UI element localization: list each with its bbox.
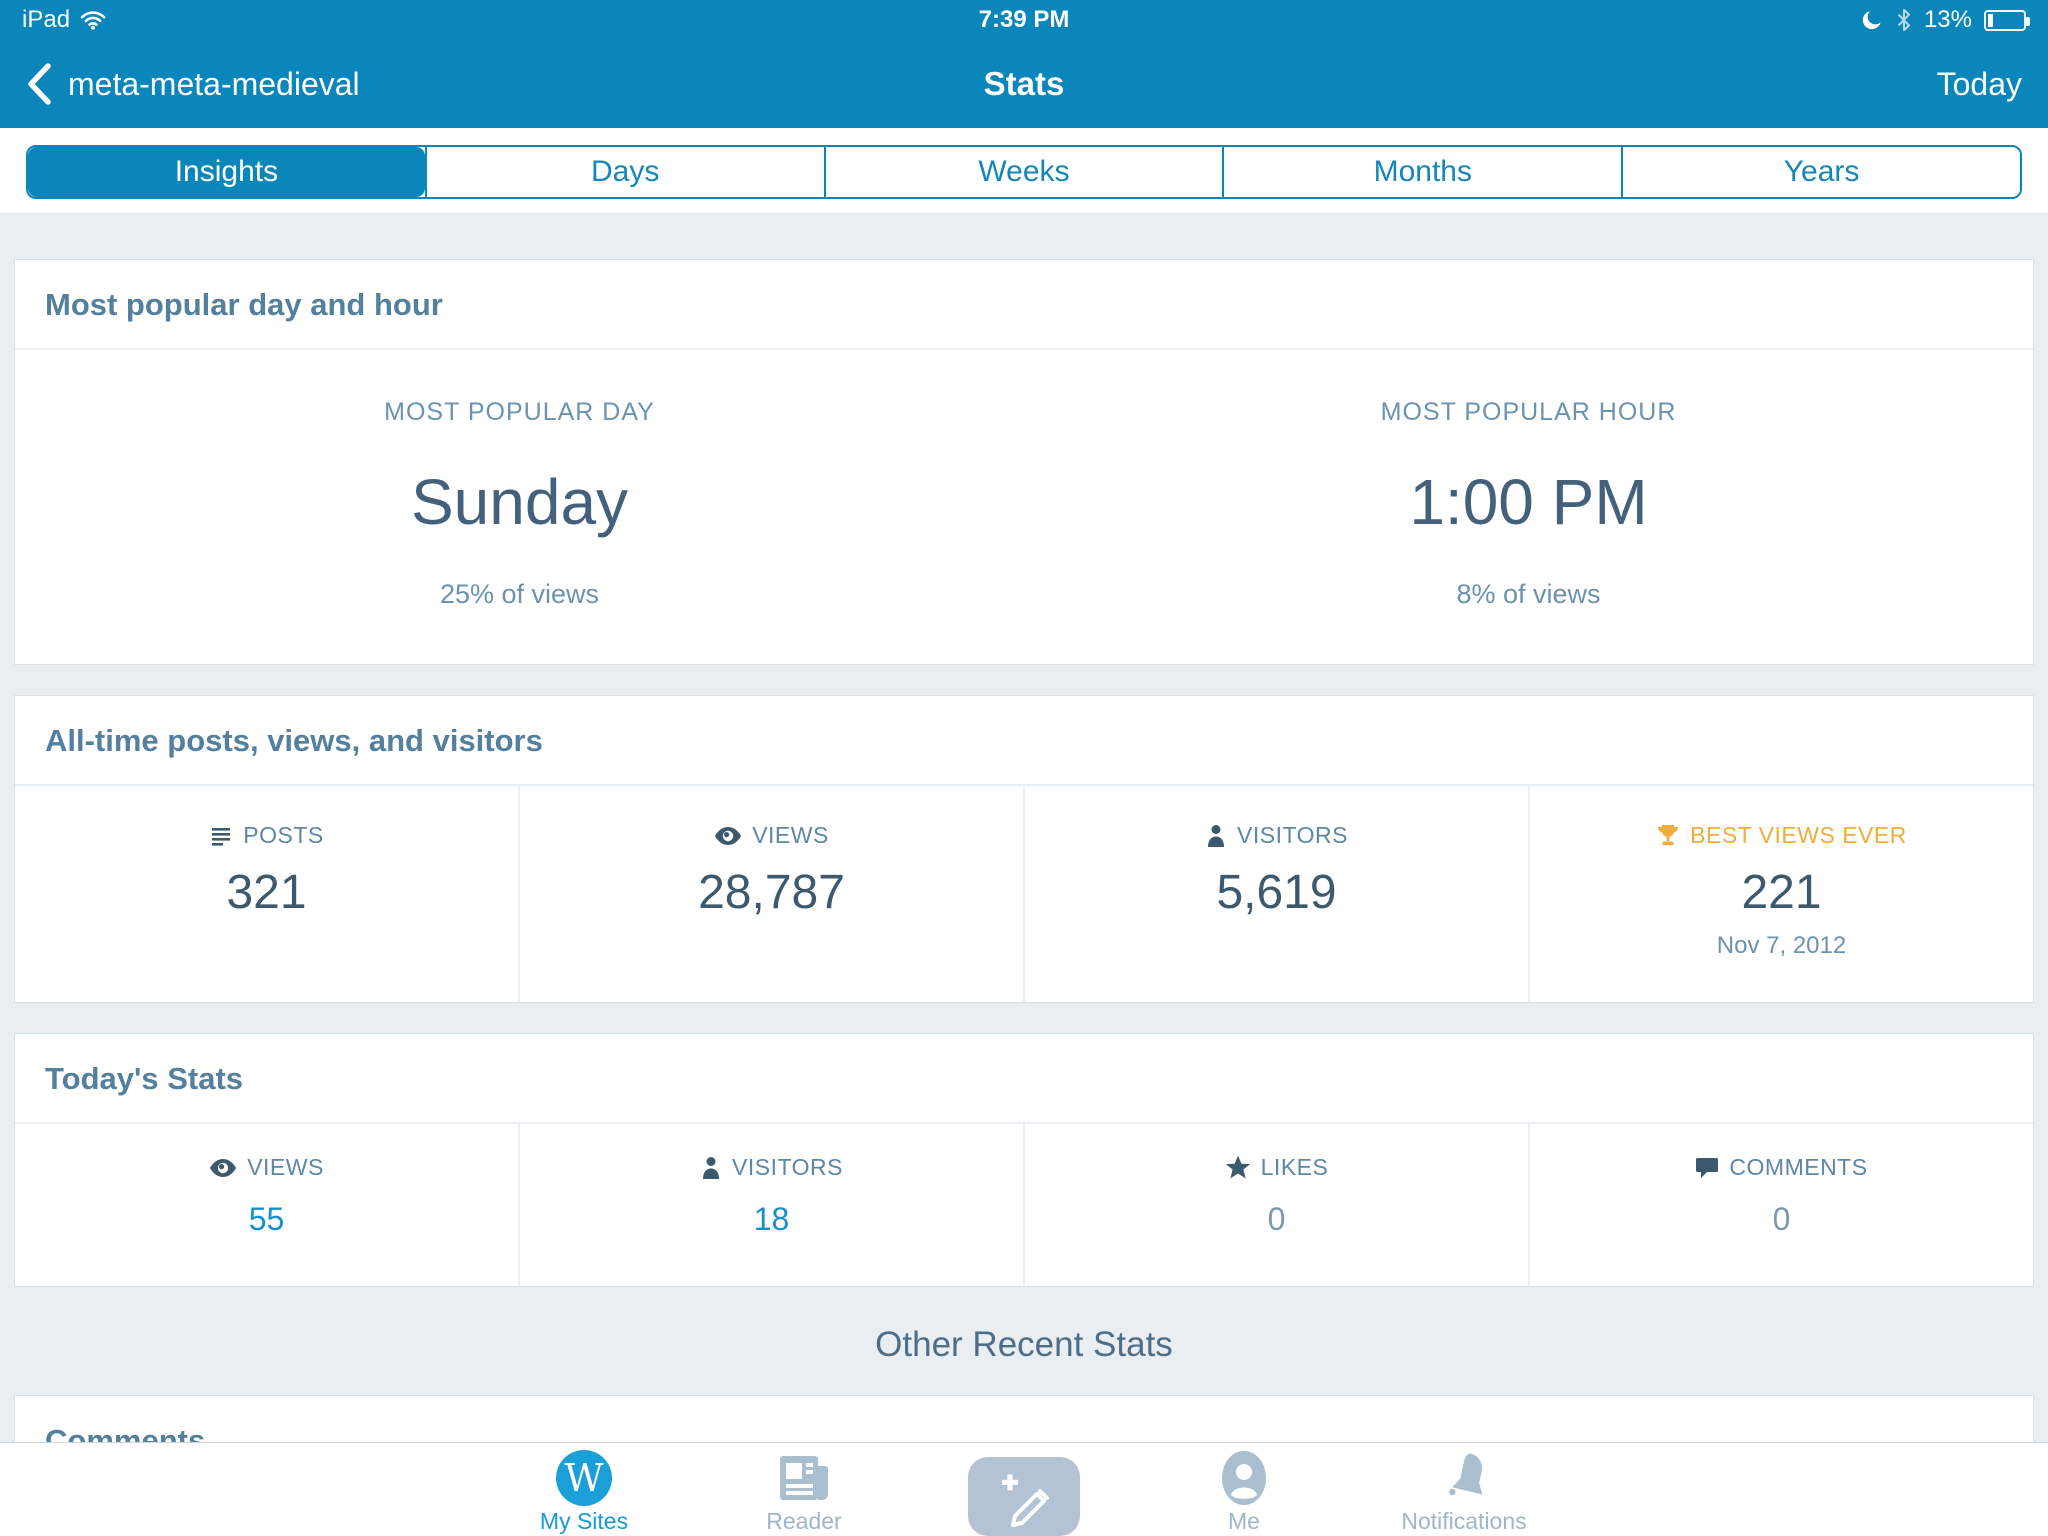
- tab-new-post[interactable]: [914, 1443, 1134, 1536]
- visitor-icon: [700, 1156, 722, 1180]
- card-title: Today's Stats: [15, 1034, 2033, 1124]
- best-views-ever-stat: BEST VIEWS EVER 221 Nov 7, 2012: [1528, 786, 2033, 1002]
- tab-label: Notifications: [1401, 1508, 1527, 1534]
- new-post-button[interactable]: [968, 1457, 1080, 1536]
- today-visitors-stat: VISITORS 18: [518, 1124, 1023, 1286]
- site-name-label: meta-meta-medieval: [68, 65, 360, 102]
- stat-label: BEST VIEWS EVER: [1690, 822, 1907, 848]
- posts-stat: POSTS 321: [15, 786, 518, 1002]
- tab-weeks[interactable]: Weeks: [823, 147, 1223, 197]
- other-recent-stats-heading: Other Recent Stats: [875, 1325, 1173, 1364]
- new-post-icon: [994, 1467, 1054, 1527]
- stat-label: VIEWS: [247, 1154, 324, 1180]
- stat-value[interactable]: 55: [248, 1201, 285, 1237]
- posts-icon: [209, 824, 233, 848]
- all-time-card: All-time posts, views, and visitors POST…: [14, 695, 2034, 1003]
- comment-icon: [1695, 1156, 1719, 1180]
- tab-label: Me: [1228, 1508, 1260, 1534]
- most-popular-day: MOST POPULAR DAY Sunday 25% of views: [15, 398, 1024, 610]
- stat-subtext: 8% of views: [1456, 579, 1601, 609]
- stat-label: VISITORS: [732, 1154, 843, 1180]
- back-chevron-icon: [26, 63, 52, 105]
- today-likes-stat: LIKES 0: [1023, 1124, 1528, 1286]
- stat-subtext: Nov 7, 2012: [1716, 932, 1847, 959]
- nav-bar: meta-meta-medieval Stats Today: [0, 40, 2048, 128]
- tab-reader[interactable]: Reader: [694, 1443, 914, 1536]
- tab-me[interactable]: Me: [1134, 1443, 1354, 1536]
- status-bar: iPad 7:39 PM 13%: [0, 0, 2048, 40]
- trophy-icon: [1656, 824, 1680, 848]
- clock: 7:39 PM: [978, 6, 1070, 33]
- today-button[interactable]: Today: [1936, 65, 2022, 102]
- stat-subtext: 25% of views: [439, 579, 600, 609]
- wordpress-icon: W: [556, 1450, 612, 1506]
- stat-value: 5,619: [1216, 866, 1337, 919]
- stat-value[interactable]: 18: [753, 1201, 790, 1237]
- battery-percent-label: 13%: [1923, 6, 1972, 33]
- carrier-label: iPad: [22, 6, 71, 33]
- views-stat: VIEWS 28,787: [518, 786, 1023, 1002]
- page-title: Stats: [983, 65, 1065, 102]
- stat-label: POSTS: [243, 822, 324, 848]
- star-icon: [1225, 1155, 1251, 1180]
- stat-value: 321: [226, 866, 307, 919]
- stat-value: 1:00 PM: [1409, 466, 1648, 538]
- stat-label: LIKES: [1260, 1154, 1329, 1180]
- today-views-stat: VIEWS 55: [15, 1124, 518, 1286]
- me-icon: [1221, 1450, 1267, 1506]
- tab-my-sites[interactable]: W My Sites: [474, 1443, 694, 1536]
- period-filter-bar: Insights Days Weeks Months Years: [0, 128, 2048, 213]
- stat-label: MOST POPULAR HOUR: [1380, 398, 1677, 426]
- reader-icon: [776, 1452, 832, 1504]
- tab-label: Reader: [766, 1508, 842, 1534]
- period-segmented-control: Insights Days Weeks Months Years: [26, 145, 2022, 199]
- bottom-tab-bar: W My Sites Reader: [0, 1442, 2048, 1536]
- stats-content: Most popular day and hour MOST POPULAR D…: [0, 259, 2048, 1536]
- eye-icon: [714, 824, 742, 848]
- most-popular-hour: MOST POPULAR HOUR 1:00 PM 8% of views: [1024, 398, 2033, 610]
- card-title: Most popular day and hour: [15, 260, 2033, 350]
- visitors-stat: VISITORS 5,619: [1023, 786, 1528, 1002]
- popular-day-hour-card: Most popular day and hour MOST POPULAR D…: [14, 259, 2034, 665]
- stat-value: 221: [1741, 866, 1822, 919]
- todays-stats-card: Today's Stats VIEWS 55: [14, 1033, 2034, 1287]
- card-title: All-time posts, views, and visitors: [15, 696, 2033, 786]
- do-not-disturb-moon-icon: [1860, 8, 1884, 32]
- eye-icon: [209, 1156, 237, 1180]
- tab-days[interactable]: Days: [424, 147, 824, 197]
- tab-insights[interactable]: Insights: [28, 147, 425, 197]
- stat-value: 28,787: [698, 866, 845, 919]
- tab-months[interactable]: Months: [1222, 147, 1621, 197]
- stat-value: Sunday: [410, 466, 629, 538]
- tab-notifications[interactable]: Notifications: [1354, 1443, 1574, 1536]
- visitor-icon: [1205, 824, 1227, 848]
- stat-value: 0: [1267, 1201, 1286, 1237]
- back-button[interactable]: meta-meta-medieval: [26, 63, 360, 105]
- bluetooth-icon: [1896, 8, 1912, 32]
- today-comments-stat: COMMENTS 0: [1528, 1124, 2033, 1286]
- stat-value: 0: [1772, 1201, 1791, 1237]
- stat-label: COMMENTS: [1729, 1154, 1868, 1180]
- tab-label: My Sites: [539, 1508, 629, 1534]
- stat-label: VISITORS: [1237, 822, 1348, 848]
- bell-icon: [1438, 1451, 1490, 1505]
- battery-icon: [1984, 9, 2030, 31]
- stat-label: MOST POPULAR DAY: [384, 398, 655, 426]
- wifi-icon: [80, 10, 106, 30]
- stat-label: VIEWS: [752, 822, 829, 848]
- tab-years[interactable]: Years: [1621, 147, 2020, 197]
